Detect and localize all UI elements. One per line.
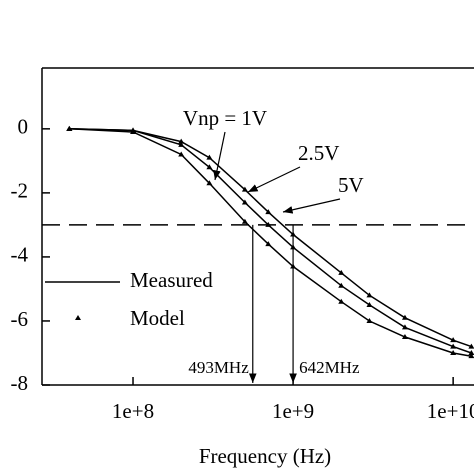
model-marker xyxy=(338,298,345,304)
plot-area xyxy=(42,125,474,359)
legend-marker xyxy=(75,315,81,320)
model-marker xyxy=(241,218,248,224)
model-marker xyxy=(338,269,345,275)
y-tick-label: -4 xyxy=(11,243,29,267)
model-marker xyxy=(241,199,248,205)
x-axis-label: Frequency (Hz) xyxy=(199,444,331,468)
model-marker xyxy=(450,343,457,349)
frequency-label: 642MHz xyxy=(299,358,360,377)
model-marker xyxy=(178,141,185,147)
model-marker xyxy=(66,125,73,131)
model-marker xyxy=(178,138,185,144)
model-marker xyxy=(366,317,373,323)
model-marker xyxy=(206,154,213,160)
model-marker xyxy=(401,324,408,330)
model-marker xyxy=(130,127,137,133)
measured-line xyxy=(69,128,472,354)
series-annotation: Vnp = 1V xyxy=(183,106,267,130)
measured-line xyxy=(69,128,472,357)
series-annotation: 2.5V xyxy=(298,141,339,165)
model-marker xyxy=(401,333,408,339)
legend-label: Measured xyxy=(130,268,213,292)
model-marker xyxy=(401,314,408,320)
model-marker xyxy=(468,349,474,355)
model-marker xyxy=(450,349,457,355)
model-marker xyxy=(468,353,474,359)
model-marker xyxy=(206,164,213,170)
model-marker xyxy=(178,151,185,157)
model-marker xyxy=(468,343,474,349)
x-tick-label: 1e+8 xyxy=(112,399,154,423)
frequency-label: 493MHz xyxy=(188,358,249,377)
model-marker xyxy=(366,301,373,307)
model-marker xyxy=(366,292,373,298)
y-tick-label: 0 xyxy=(18,115,29,139)
annotation-arrow xyxy=(213,131,226,181)
y-tick-label: -2 xyxy=(11,179,29,203)
model-marker xyxy=(265,209,272,215)
annotation-arrow xyxy=(282,198,341,214)
model-marker xyxy=(265,241,272,247)
y-tick-label: -6 xyxy=(11,307,29,331)
series-annotation: 5V xyxy=(338,173,364,197)
measured-line xyxy=(69,128,472,348)
x-tick-label: 1e+9 xyxy=(272,399,314,423)
model-marker xyxy=(338,282,345,288)
x-tick-label: 1e+10 xyxy=(427,399,474,423)
y-tick-label: -8 xyxy=(11,371,29,395)
model-marker xyxy=(265,221,272,227)
model-marker xyxy=(241,186,248,192)
model-marker xyxy=(206,180,213,186)
model-marker xyxy=(450,337,457,343)
legend-label: Model xyxy=(130,306,185,330)
annotation-arrow xyxy=(247,166,301,193)
